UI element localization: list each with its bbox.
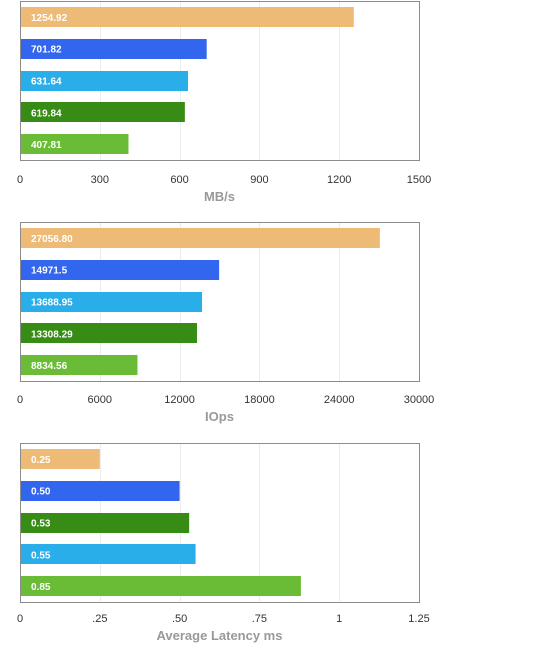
bar-value-label: 0.55 <box>31 550 51 561</box>
bar <box>21 292 203 312</box>
x-tick-label: 0 <box>17 613 23 625</box>
x-tick-label: .75 <box>252 613 267 625</box>
bar <box>21 481 180 501</box>
x-tick-label: 300 <box>91 174 109 186</box>
bar <box>21 228 380 248</box>
x-tick-label: 12000 <box>164 394 195 406</box>
plot-frame <box>20 1 420 161</box>
x-tick-label: 1 <box>336 613 342 625</box>
bar <box>21 71 189 91</box>
x-tick-label: 18000 <box>244 394 275 406</box>
plot-frame <box>20 222 420 382</box>
bar <box>21 102 185 122</box>
bar <box>21 134 129 154</box>
x-tick-label: .25 <box>92 613 107 625</box>
x-tick-label: 1500 <box>407 174 431 186</box>
x-axis-title: MB/s <box>204 189 235 204</box>
x-tick-label: 30000 <box>404 394 435 406</box>
x-tick-label: 600 <box>170 174 188 186</box>
bar <box>21 355 138 375</box>
bar <box>21 323 198 343</box>
bar-value-label: 407.81 <box>31 140 62 151</box>
bar <box>21 7 354 27</box>
bar-value-label: 619.84 <box>31 108 62 119</box>
x-tick-label: .50 <box>172 613 187 625</box>
bar-value-label: 13308.29 <box>31 329 73 340</box>
bar <box>21 260 220 280</box>
bar-value-label: 0.50 <box>31 487 51 498</box>
bar <box>21 544 196 564</box>
bar <box>21 576 301 596</box>
bar <box>21 449 100 469</box>
bar <box>21 39 207 59</box>
chart-panel-1: 1254.92 701.82 631.64 619.84 407.81 0 300 600 90… <box>17 1 431 204</box>
x-tick-label: 0 <box>17 394 23 406</box>
x-tick-label: 1200 <box>327 174 351 186</box>
x-axis-title: IOps <box>205 409 234 424</box>
bar-value-label: 13688.95 <box>31 298 73 309</box>
bar-value-label: 631.64 <box>31 77 62 88</box>
bar-value-label: 0.85 <box>31 582 51 593</box>
bar-value-label: 0.53 <box>31 519 51 530</box>
x-axis-title: Average Latency ms <box>157 628 283 643</box>
plot-frame <box>20 443 420 603</box>
bar-value-label: 14971.5 <box>31 266 68 277</box>
bar-value-label: 701.82 <box>31 45 62 56</box>
bar-value-label: 0.25 <box>31 455 51 466</box>
chart-panel-3: 0.250.500.530.550.850.25.50.75 1 1.25Avera… <box>17 443 430 643</box>
x-tick-label: 24000 <box>324 394 355 406</box>
bar-value-label: 1254.92 <box>31 13 68 24</box>
chart-panel-2: 27056.80 14971.5 13688.95 13308.29 8834.56 0 6… <box>17 222 434 424</box>
x-tick-label: 1.25 <box>408 613 429 625</box>
x-tick-label: 6000 <box>88 394 112 406</box>
x-tick-label: 900 <box>250 174 268 186</box>
x-tick-label: 0 <box>17 174 23 186</box>
bar <box>21 513 190 533</box>
bar-value-label: 8834.56 <box>31 361 68 372</box>
bar-value-label: 27056.80 <box>31 234 73 245</box>
